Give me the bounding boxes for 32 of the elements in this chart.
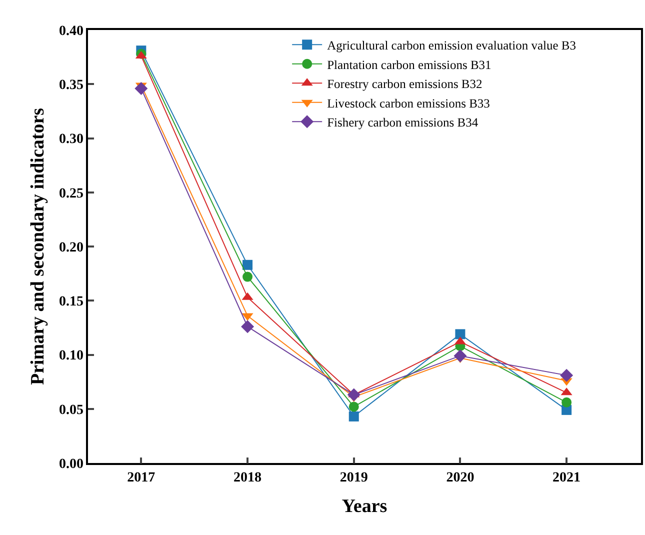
- x-tick-label: 2017: [127, 470, 156, 486]
- y-tick-label: 0.35: [58, 78, 84, 94]
- y-tick-label: 0.00: [58, 456, 84, 472]
- x-axis-title: Years: [342, 496, 388, 517]
- legend-label: Plantation carbon emissions B31: [327, 58, 492, 72]
- y-tick-label: 0.15: [58, 294, 84, 310]
- point: [242, 260, 253, 270]
- point: [348, 402, 359, 412]
- y-tick-label: 0.10: [58, 348, 84, 364]
- x-tick-label: 2021: [552, 470, 581, 486]
- point: [562, 397, 572, 408]
- point: [454, 349, 467, 362]
- legend-label: Fishery carbon emissions B34: [327, 116, 479, 130]
- y-tick-label: 0.20: [58, 240, 84, 256]
- legend-label: Livestock carbon emissions B33: [327, 96, 490, 110]
- x-tick-label: 2020: [446, 470, 474, 486]
- y-tick-label: 0.05: [58, 402, 84, 418]
- legend-label: Agricultural carbon emission evaluation value B3: [327, 38, 576, 52]
- x-tick-label: 2018: [234, 470, 262, 486]
- point: [241, 320, 254, 334]
- point: [347, 388, 360, 402]
- point: [348, 411, 359, 422]
- legend-label: Forestry carbon emissions B32: [327, 77, 482, 91]
- point: [134, 82, 148, 95]
- point: [242, 272, 253, 282]
- y-tick-label: 0.30: [58, 132, 84, 148]
- point: [560, 368, 574, 382]
- x-tick-label: 2019: [340, 470, 368, 486]
- y-tick-label: 0.25: [58, 186, 84, 202]
- y-tick-label: 0.40: [58, 24, 84, 39]
- y-axis-title: Primary and secondary indicators: [27, 108, 48, 386]
- point: [455, 329, 466, 340]
